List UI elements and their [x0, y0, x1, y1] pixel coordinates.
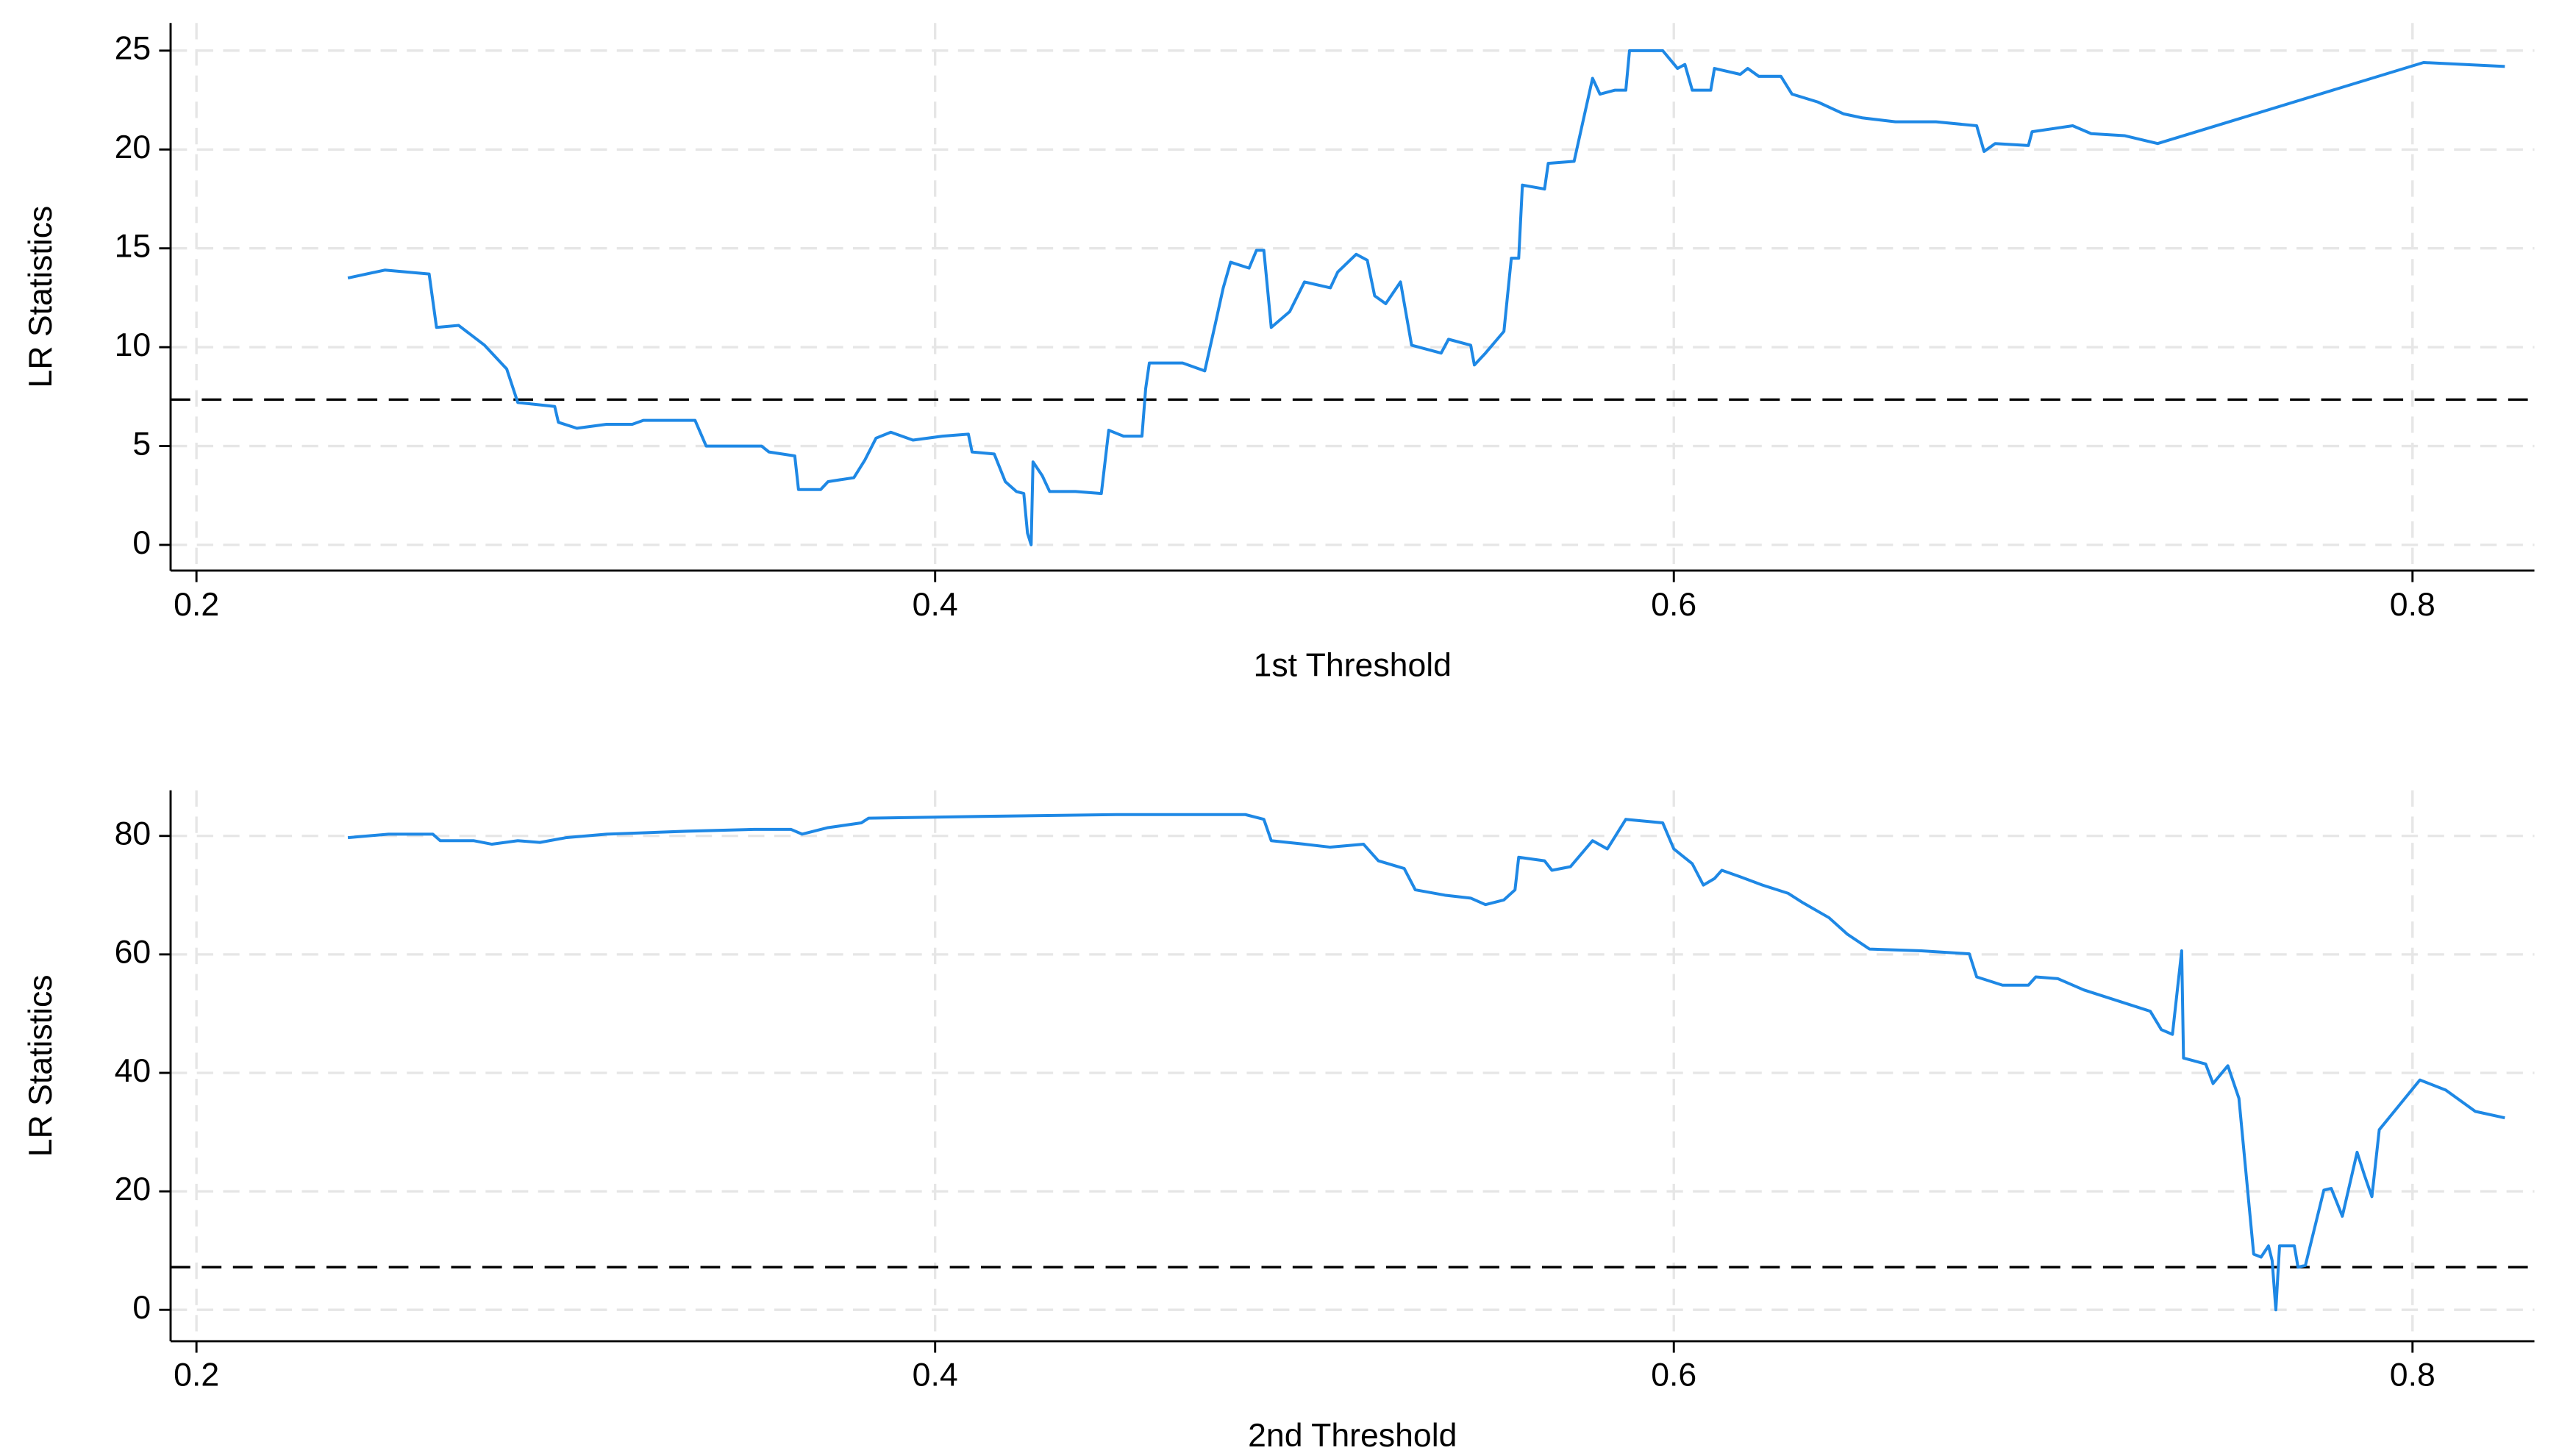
- y-axis-label: LR Statistics: [23, 974, 59, 1157]
- y-tick-label: 80: [115, 816, 151, 852]
- x-axis-label: 2nd Threshold: [1248, 1418, 1457, 1454]
- x-tick-label: 0.6: [1651, 587, 1696, 623]
- x-tick-label: 0.4: [913, 1357, 958, 1393]
- data-line: [347, 49, 2505, 546]
- y-axis-label: LR Statistics: [23, 206, 59, 388]
- y-tick-label: 25: [115, 31, 151, 67]
- y-tick-label: 40: [115, 1053, 151, 1089]
- x-tick-label: 0.8: [2390, 1357, 2435, 1393]
- x-axis-label: 1st Threshold: [1254, 647, 1452, 683]
- x-tick-label: 0.2: [174, 1357, 219, 1393]
- x-tick-label: 0.4: [913, 587, 958, 623]
- y-tick-label: 0: [132, 1290, 151, 1326]
- y-tick-label: 15: [115, 228, 151, 264]
- x-tick-label: 0.6: [1651, 1357, 1696, 1393]
- x-tick-label: 0.2: [174, 587, 219, 623]
- data-line: [347, 813, 2505, 1312]
- y-tick-label: 60: [115, 935, 151, 971]
- y-tick-label: 20: [115, 1171, 151, 1207]
- y-tick-label: 20: [115, 129, 151, 165]
- y-tick-label: 10: [115, 327, 151, 363]
- x-tick-label: 0.8: [2390, 587, 2435, 623]
- y-tick-label: 0: [132, 525, 151, 561]
- y-tick-label: 5: [132, 426, 151, 462]
